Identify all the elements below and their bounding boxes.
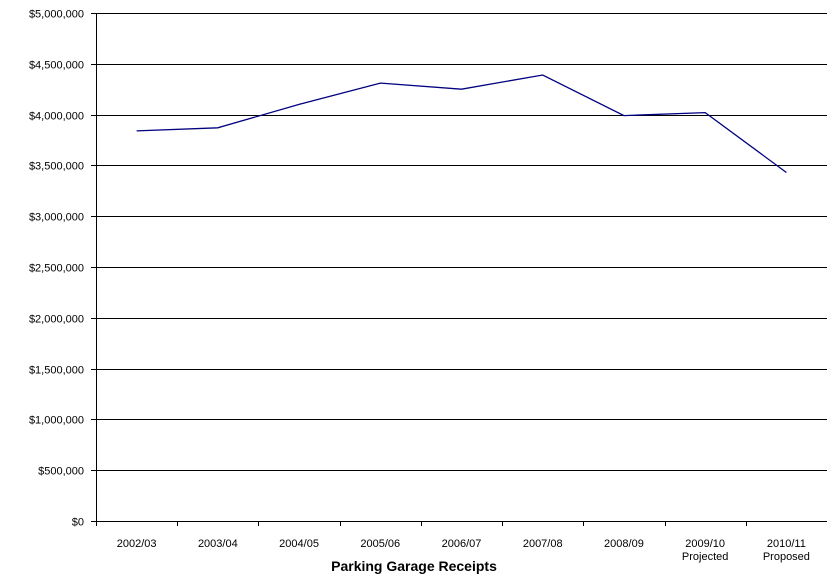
x-tick-label: 2003/04 [198,538,238,550]
y-tick-label: $3,500,000 [29,161,84,173]
y-tick-label: $2,000,000 [29,314,84,326]
y-tick-label: $1,500,000 [29,365,84,377]
x-tick-label-line: Projected [682,551,728,563]
x-tick-label-line: 2009/10 [685,538,725,550]
x-tick-label: 2007/08 [523,538,563,550]
x-tick-label-line: 2002/03 [117,538,157,550]
x-axis-title: Parking Garage Receipts [331,558,497,574]
x-axis: 2002/03 2003/04 2004/05 2005/06 2006/07 2007/… [96,521,810,563]
y-tick-label: $0 [72,517,84,529]
x-tick-label: 2010/11 Proposed [763,538,810,563]
x-tick-label: 2002/03 [117,538,157,550]
y-axis: $0 $500,000 $1,000,000 $1,500,000 $2,000,000… [29,9,97,529]
y-tick-label: $3,000,000 [29,212,84,224]
y-tick-label: $5,000,000 [29,9,84,21]
x-tick-label-line: 2008/09 [604,538,644,550]
x-tick-label-line: 2010/11 [767,538,806,550]
y-tick-label: $1,000,000 [29,415,84,427]
x-tick-label: 2005/06 [360,538,400,550]
x-tick-label-line: Proposed [763,551,810,563]
x-tick-label-line: 2006/07 [442,538,482,550]
x-tick-label-line: 2003/04 [198,538,238,550]
series-line [136,74,787,174]
x-tick-label-line: 2005/06 [360,538,400,550]
series-group [136,74,787,174]
y-tick-label: $500,000 [38,466,84,478]
x-tick-label-line: 2004/05 [279,538,319,550]
y-tick-label: $4,000,000 [29,111,84,123]
gridlines [96,13,827,522]
x-tick-label-line: 2007/08 [523,538,563,550]
y-tick-label: $4,500,000 [29,60,84,72]
x-tick-label: 2006/07 [442,538,482,550]
x-tick-label: 2009/10 Projected [682,538,728,563]
y-tick-label: $2,500,000 [29,263,84,275]
x-tick-label: 2008/09 [604,538,644,550]
x-tick-label: 2004/05 [279,538,319,550]
